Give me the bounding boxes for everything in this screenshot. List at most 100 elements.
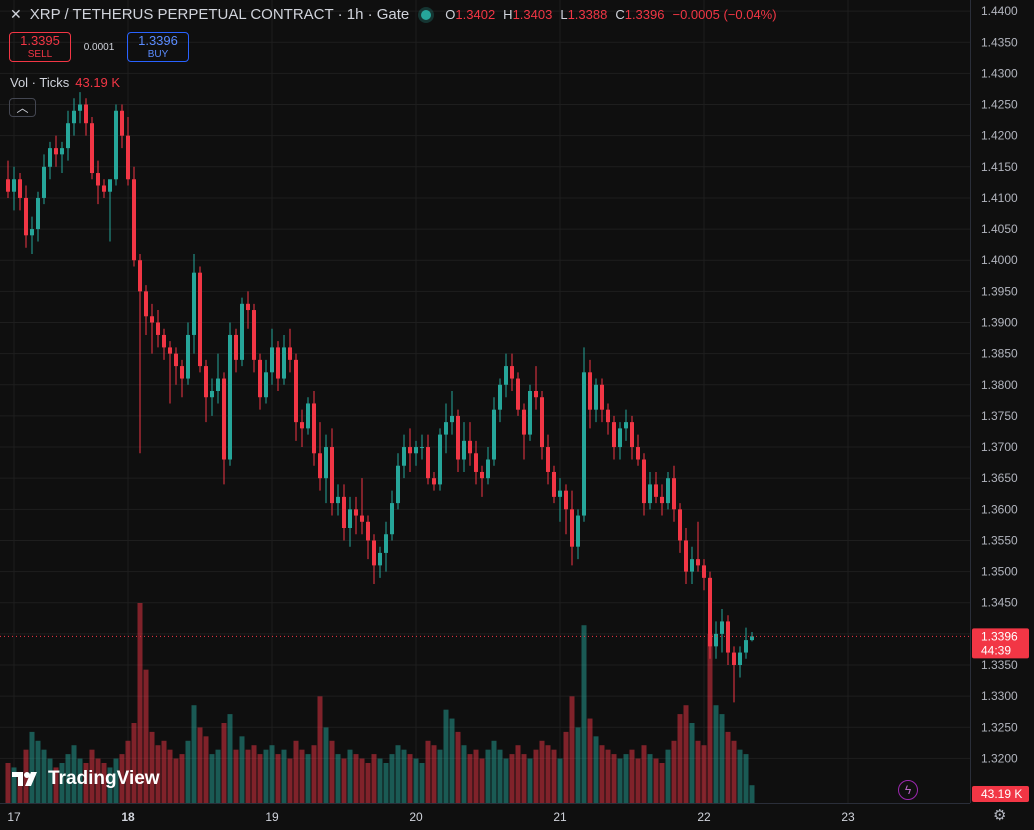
candle-body[interactable]	[270, 347, 274, 373]
candle-body[interactable]	[72, 110, 76, 124]
candle-body[interactable]	[12, 179, 16, 192]
candle-body[interactable]	[666, 478, 670, 504]
candle-body[interactable]	[456, 415, 460, 460]
candle-body[interactable]	[732, 652, 736, 666]
candle-body[interactable]	[750, 636, 754, 641]
candle-body[interactable]	[78, 104, 82, 111]
candle-body[interactable]	[378, 552, 382, 566]
gear-icon[interactable]: ⚙	[993, 807, 1007, 824]
candle-body[interactable]	[186, 334, 190, 379]
symbol-title[interactable]: XRP / TETHERUS PERPETUAL CONTRACT · 1h ·…	[29, 6, 410, 23]
candle-body[interactable]	[660, 496, 664, 504]
candle-body[interactable]	[48, 148, 52, 167]
candle-body[interactable]	[318, 453, 322, 479]
candle-body[interactable]	[618, 428, 622, 448]
candle-body[interactable]	[558, 490, 562, 497]
candle-body[interactable]	[738, 652, 742, 666]
candle-body[interactable]	[24, 197, 28, 236]
candle-body[interactable]	[648, 484, 652, 504]
candle-body[interactable]	[366, 521, 370, 541]
candle-body[interactable]	[564, 490, 568, 510]
candle-body[interactable]	[714, 633, 718, 647]
candle-body[interactable]	[690, 559, 694, 572]
candle-body[interactable]	[408, 447, 412, 454]
candle-body[interactable]	[390, 503, 394, 535]
candle-body[interactable]	[120, 110, 124, 136]
candle-body[interactable]	[90, 123, 94, 174]
candle-body[interactable]	[552, 471, 556, 497]
candle-body[interactable]	[144, 291, 148, 317]
candle-body[interactable]	[654, 484, 658, 497]
candle-body[interactable]	[636, 447, 640, 460]
candle-body[interactable]	[42, 166, 46, 198]
candle-body[interactable]	[96, 173, 100, 186]
candle-body[interactable]	[402, 447, 406, 466]
candle-body[interactable]	[360, 515, 364, 522]
candle-body[interactable]	[246, 303, 250, 311]
candle-body[interactable]	[372, 540, 376, 566]
tradingview-logo[interactable]: TradingView	[12, 768, 160, 790]
candle-body[interactable]	[492, 409, 496, 460]
candle-body[interactable]	[612, 422, 616, 448]
candle-body[interactable]	[642, 459, 646, 504]
candle-body[interactable]	[312, 403, 316, 454]
candle-body[interactable]	[282, 347, 286, 379]
candle-body[interactable]	[444, 422, 448, 435]
candle-body[interactable]	[702, 565, 706, 578]
candle-body[interactable]	[228, 334, 232, 460]
candle-body[interactable]	[66, 123, 70, 149]
candle-body[interactable]	[240, 303, 244, 360]
candle-body[interactable]	[546, 447, 550, 472]
candle-body[interactable]	[300, 422, 304, 429]
candle-body[interactable]	[624, 422, 628, 429]
candle-body[interactable]	[606, 409, 610, 423]
candle-body[interactable]	[156, 322, 160, 335]
candle-body[interactable]	[474, 453, 478, 472]
candle-body[interactable]	[540, 397, 544, 448]
candle-body[interactable]	[720, 621, 724, 634]
candle-body[interactable]	[504, 366, 508, 385]
candle-body[interactable]	[132, 179, 136, 261]
candle-body[interactable]	[336, 496, 340, 504]
candle-body[interactable]	[60, 148, 64, 155]
buy-button[interactable]: 1.3396 BUY	[127, 32, 189, 62]
candle-body[interactable]	[432, 478, 436, 485]
close-icon[interactable]: ✕	[10, 6, 22, 22]
candle-body[interactable]	[450, 415, 454, 423]
candle-body[interactable]	[180, 366, 184, 379]
candle-body[interactable]	[6, 179, 10, 192]
market-status-icon[interactable]	[421, 9, 432, 20]
candle-body[interactable]	[582, 372, 586, 516]
candle-body[interactable]	[672, 478, 676, 510]
candle-body[interactable]	[528, 391, 532, 435]
candle-body[interactable]	[294, 359, 298, 423]
candle-body[interactable]	[54, 148, 58, 155]
candle-body[interactable]	[168, 347, 172, 354]
candle-body[interactable]	[204, 366, 208, 398]
candle-body[interactable]	[36, 197, 40, 230]
candle-body[interactable]	[354, 509, 358, 516]
candle-body[interactable]	[210, 391, 214, 398]
price-axis[interactable]: 1.4400 1.4350 1.4300 1.4250 1.4200 1.4150 1.41…	[970, 0, 1034, 830]
candle-body[interactable]	[438, 434, 442, 485]
collapse-legend-button[interactable]: ︿	[9, 98, 36, 117]
candle-body[interactable]	[462, 440, 466, 460]
candle-body[interactable]	[222, 378, 226, 460]
candle-body[interactable]	[306, 403, 310, 429]
candle-body[interactable]	[522, 409, 526, 435]
candle-body[interactable]	[126, 135, 130, 180]
candle-body[interactable]	[486, 459, 490, 479]
candle-body[interactable]	[468, 440, 472, 454]
candle-body[interactable]	[114, 110, 118, 180]
candle-body[interactable]	[576, 515, 580, 547]
candle-body[interactable]	[414, 447, 418, 454]
candle-body[interactable]	[18, 179, 22, 198]
candle-body[interactable]	[150, 316, 154, 323]
candle-body[interactable]	[162, 334, 166, 348]
candle-body[interactable]	[258, 359, 262, 398]
candle-body[interactable]	[600, 384, 604, 410]
candle-body[interactable]	[630, 422, 634, 448]
candle-body[interactable]	[384, 534, 388, 553]
candle-body[interactable]	[264, 372, 268, 398]
